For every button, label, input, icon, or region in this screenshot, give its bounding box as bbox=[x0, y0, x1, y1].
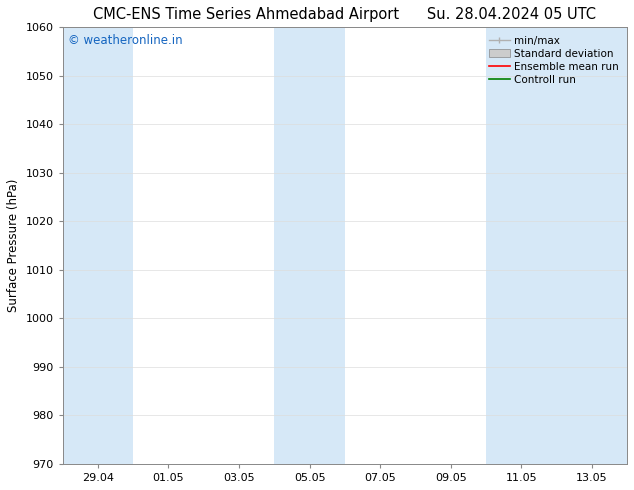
Y-axis label: Surface Pressure (hPa): Surface Pressure (hPa) bbox=[7, 179, 20, 312]
Title: CMC-ENS Time Series Ahmedabad Airport      Su. 28.04.2024 05 UTC: CMC-ENS Time Series Ahmedabad Airport Su… bbox=[93, 7, 597, 22]
Text: © weatheronline.in: © weatheronline.in bbox=[68, 34, 183, 47]
Legend: min/max, Standard deviation, Ensemble mean run, Controll run: min/max, Standard deviation, Ensemble me… bbox=[486, 32, 622, 88]
Bar bbox=[275, 27, 345, 464]
Bar bbox=[486, 27, 627, 464]
Bar bbox=[63, 27, 133, 464]
